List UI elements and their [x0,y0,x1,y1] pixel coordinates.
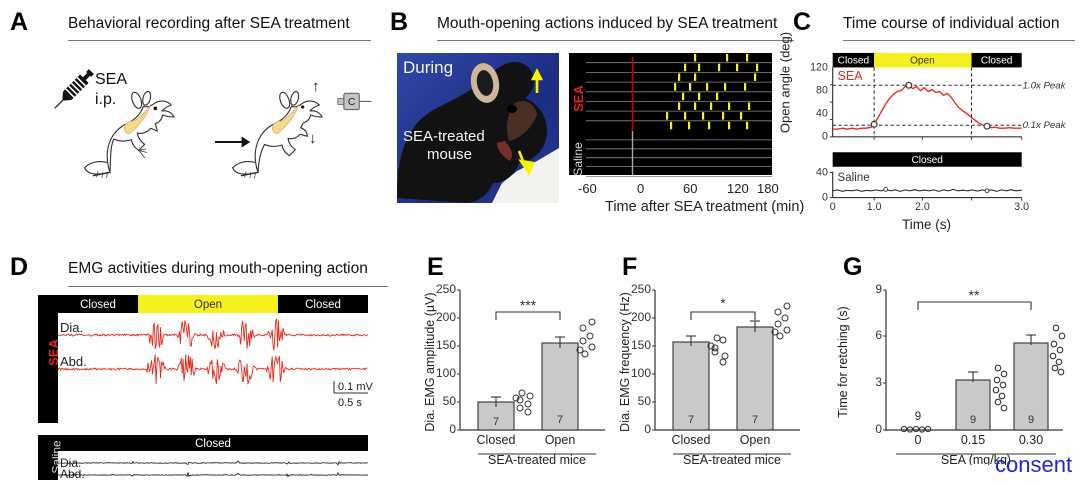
svg-text:0.30: 0.30 [1019,433,1043,447]
svg-text:Open: Open [910,56,935,67]
svg-text:Closed: Closed [981,56,1012,67]
svg-text:SEA-treated: SEA-treated [403,128,485,145]
svg-text:0.1x Peak: 0.1x Peak [1023,120,1067,131]
svg-text:Open: Open [740,433,771,447]
svg-text:Closed: Closed [672,433,711,447]
svg-text:7: 7 [493,416,499,428]
svg-text:150: 150 [436,338,456,352]
svg-text:7: 7 [557,414,563,426]
svg-text:0: 0 [830,201,836,213]
svg-text:50: 50 [443,394,457,408]
svg-text:0: 0 [915,433,922,447]
svg-text:40: 40 [816,166,828,178]
svg-text:3.0: 3.0 [1014,201,1029,213]
svg-text:200: 200 [436,310,456,324]
svg-text:SEA: SEA [838,69,864,83]
svg-text:Closed: Closed [477,433,516,447]
svg-text:120: 120 [810,61,828,73]
svg-text:Open: Open [194,299,222,311]
svg-text:100: 100 [631,366,651,380]
svg-text:250: 250 [631,282,651,296]
svg-text:Closed: Closed [305,299,341,311]
svg-text:Closed: Closed [911,155,942,166]
svg-text:1.0: 1.0 [867,201,882,213]
svg-text:1.0x Peak: 1.0x Peak [1023,81,1067,92]
svg-text:0.15: 0.15 [961,433,985,447]
svg-text:9: 9 [875,282,882,296]
svg-text:*: * [720,295,726,311]
svg-text:9: 9 [1028,414,1034,426]
svg-text:3: 3 [875,375,882,389]
svg-text:7: 7 [752,414,758,426]
svg-text:0: 0 [644,422,651,436]
svg-text:Dia.: Dia. [60,320,83,335]
svg-text:During: During [403,58,453,77]
svg-text:200: 200 [631,310,651,324]
svg-text:100: 100 [436,366,456,380]
svg-text:9: 9 [970,414,976,426]
svg-text:Abd.: Abd. [60,354,87,369]
svg-text:Open: Open [545,433,576,447]
svg-text:0: 0 [449,422,456,436]
svg-text:Abd.: Abd. [60,467,85,480]
svg-text:0.5 s: 0.5 s [338,397,362,409]
svg-text:80: 80 [816,84,828,96]
svg-text:**: ** [969,287,980,303]
svg-text:250: 250 [436,282,456,296]
svg-text:mouse: mouse [427,146,472,163]
svg-text:C: C [348,97,356,108]
svg-text:Closed: Closed [838,56,869,67]
svg-text:SEA-treated mice: SEA-treated mice [488,453,586,465]
svg-text:0.1 mV: 0.1 mV [338,381,374,393]
svg-text:40: 40 [816,108,828,120]
svg-text:150: 150 [631,338,651,352]
svg-text:Closed: Closed [80,299,116,311]
svg-text:***: *** [520,297,537,313]
svg-text:0: 0 [875,422,882,436]
svg-text:0: 0 [822,131,828,143]
svg-text:2.0: 2.0 [915,201,930,213]
svg-text:6: 6 [875,328,882,342]
svg-text:Closed: Closed [195,438,231,450]
svg-text:50: 50 [638,394,652,408]
svg-text:9: 9 [915,411,921,423]
svg-text:7: 7 [688,414,694,426]
svg-text:SEA-treated mice: SEA-treated mice [683,453,781,465]
svg-text:Saline: Saline [838,172,870,184]
svg-text:0: 0 [822,191,828,203]
